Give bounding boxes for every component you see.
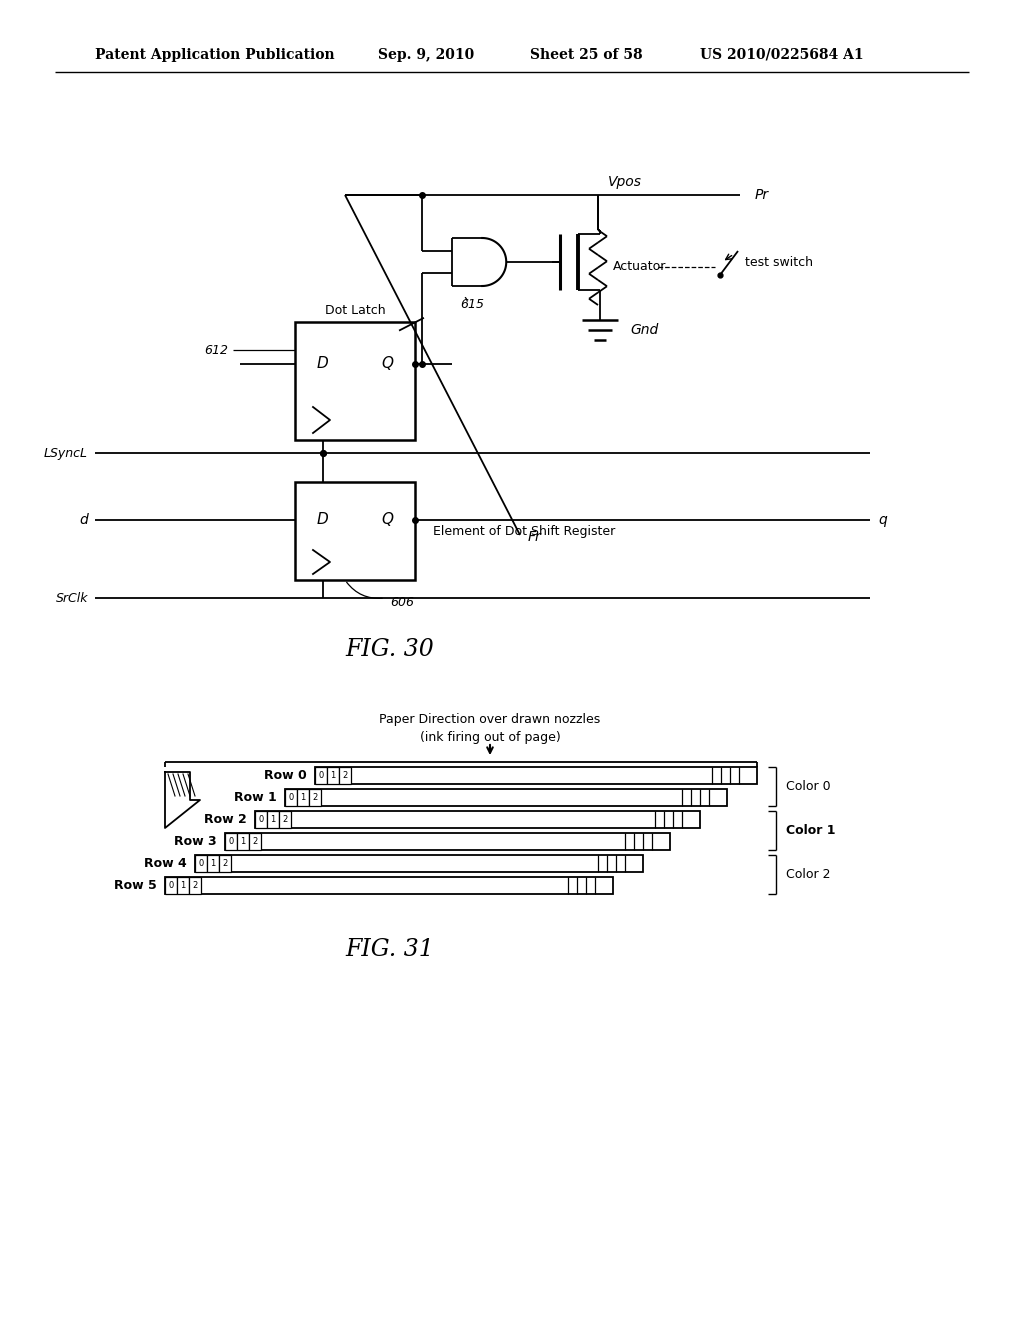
Text: Q: Q	[381, 356, 393, 371]
Text: US 2010/0225684 A1: US 2010/0225684 A1	[700, 48, 863, 62]
Bar	[339, 767, 351, 784]
Text: 2: 2	[342, 771, 347, 780]
Bar	[295, 322, 415, 440]
Text: LSyncL: LSyncL	[44, 446, 88, 459]
Text: 615: 615	[460, 297, 484, 310]
Text: 2: 2	[193, 880, 198, 890]
Bar	[207, 855, 219, 873]
Bar	[249, 833, 261, 850]
Bar	[189, 876, 201, 894]
Bar	[327, 767, 339, 784]
Text: 0: 0	[289, 793, 294, 803]
Bar	[279, 810, 291, 828]
Text: Sheet 25 of 58: Sheet 25 of 58	[530, 48, 643, 62]
Text: Vpos: Vpos	[608, 176, 642, 189]
Text: FIG. 31: FIG. 31	[346, 939, 434, 961]
Text: Color 1: Color 1	[786, 824, 836, 837]
Text: 1: 1	[210, 859, 216, 869]
Bar	[195, 855, 207, 873]
Text: 1: 1	[241, 837, 246, 846]
Bar	[195, 855, 643, 873]
Bar	[255, 810, 267, 828]
Text: 2: 2	[222, 859, 227, 869]
Text: FIG. 30: FIG. 30	[346, 639, 434, 661]
Text: 612: 612	[204, 343, 228, 356]
Text: 1: 1	[270, 814, 275, 824]
Bar	[315, 767, 327, 784]
Text: Fr: Fr	[528, 531, 542, 544]
Text: test switch: test switch	[745, 256, 813, 268]
Text: Actuator: Actuator	[613, 260, 667, 273]
Text: d: d	[79, 513, 88, 527]
Text: Pr: Pr	[755, 187, 769, 202]
Bar	[297, 789, 309, 807]
Bar	[315, 767, 757, 784]
Text: Row 3: Row 3	[174, 836, 217, 847]
Bar	[255, 810, 700, 828]
Text: Row 1: Row 1	[234, 791, 278, 804]
Bar	[309, 789, 321, 807]
Text: 606: 606	[390, 595, 414, 609]
Text: 2: 2	[252, 837, 258, 846]
Text: Paper Direction over drawn nozzles: Paper Direction over drawn nozzles	[379, 714, 601, 726]
Bar	[177, 876, 189, 894]
Text: 1: 1	[180, 880, 185, 890]
Text: 2: 2	[283, 814, 288, 824]
Text: 0: 0	[228, 837, 233, 846]
Text: Patent Application Publication: Patent Application Publication	[95, 48, 335, 62]
Text: 1: 1	[331, 771, 336, 780]
Text: D: D	[317, 512, 329, 528]
Bar	[285, 789, 727, 807]
Bar	[285, 789, 297, 807]
Text: q: q	[878, 513, 887, 527]
Bar	[225, 833, 237, 850]
Text: (ink firing out of page): (ink firing out of page)	[420, 730, 560, 743]
Text: Row 4: Row 4	[144, 857, 187, 870]
Text: 2: 2	[312, 793, 317, 803]
Text: 0: 0	[258, 814, 263, 824]
Bar	[219, 855, 231, 873]
Text: 1: 1	[300, 793, 305, 803]
Text: Color 0: Color 0	[786, 780, 830, 793]
Text: Row 2: Row 2	[204, 813, 247, 826]
Bar	[165, 876, 177, 894]
Text: Dot Latch: Dot Latch	[325, 304, 385, 317]
Bar	[237, 833, 249, 850]
Bar	[165, 876, 613, 894]
Text: Gnd: Gnd	[630, 323, 658, 337]
Bar	[225, 833, 670, 850]
Text: Row 5: Row 5	[115, 879, 157, 892]
Text: Sep. 9, 2010: Sep. 9, 2010	[378, 48, 474, 62]
Text: Row 0: Row 0	[264, 770, 307, 781]
Text: 0: 0	[199, 859, 204, 869]
Text: SrClk: SrClk	[55, 591, 88, 605]
Text: D: D	[317, 356, 329, 371]
Text: 0: 0	[168, 880, 174, 890]
Text: Color 2: Color 2	[786, 869, 830, 880]
Bar	[267, 810, 279, 828]
Text: Element of Dot Shift Register: Element of Dot Shift Register	[433, 525, 615, 539]
Text: Q: Q	[381, 512, 393, 528]
Bar	[295, 482, 415, 579]
Text: 0: 0	[318, 771, 324, 780]
